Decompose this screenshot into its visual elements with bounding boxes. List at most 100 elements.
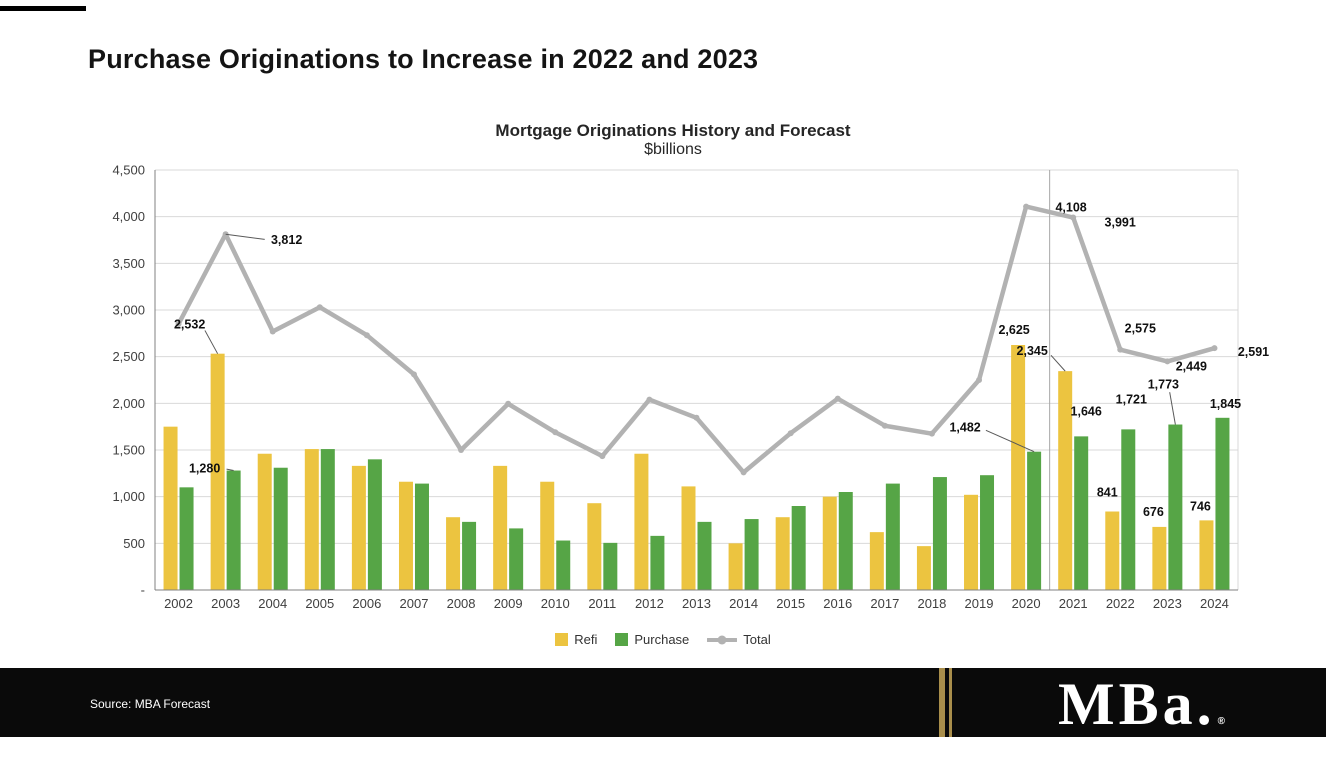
- bar-refi-2015: [775, 517, 790, 590]
- registered-mark-icon: ®: [1217, 716, 1226, 727]
- bar-purchase-2008: [462, 521, 477, 590]
- bar-refi-2018: [916, 546, 931, 590]
- bar-purchase-2014: [744, 519, 759, 590]
- total-line-marker: [1211, 345, 1218, 352]
- annotation-leader-line: [1050, 354, 1066, 372]
- source-text: Source: MBA Forecast: [90, 697, 211, 711]
- total-line-marker: [410, 371, 417, 378]
- y-tick-label: -: [141, 583, 145, 598]
- bar-refi-2020: [1011, 345, 1026, 590]
- bar-purchase-2020: [1027, 451, 1042, 590]
- total-line-marker: [928, 430, 935, 437]
- bar-purchase-2003: [226, 470, 241, 590]
- y-tick-label: 4,500: [112, 163, 145, 178]
- x-tick-label: 2004: [258, 596, 287, 611]
- bar-purchase-2007: [414, 483, 429, 590]
- bar-refi-2024: [1199, 520, 1214, 590]
- x-tick-label: 2010: [541, 596, 570, 611]
- x-tick-label: 2006: [352, 596, 381, 611]
- bar-refi-2012: [634, 453, 649, 590]
- x-tick-label: 2024: [1200, 596, 1229, 611]
- bar-refi-2003: [210, 353, 225, 590]
- total-line-marker: [1070, 214, 1077, 221]
- total-line-marker: [552, 429, 559, 436]
- total-line-marker: [316, 304, 323, 311]
- bar-refi-2022: [1105, 511, 1120, 590]
- bar-purchase-2019: [980, 475, 995, 590]
- bar-purchase-2018: [932, 477, 947, 590]
- gold-divider-stripe: [939, 668, 945, 737]
- bar-purchase-2021: [1074, 436, 1089, 590]
- bar-purchase-2011: [603, 542, 618, 590]
- bar-refi-2006: [351, 465, 366, 590]
- annotation-leader-line: [985, 429, 1035, 453]
- chart-legend: Refi Purchase Total: [0, 632, 1326, 647]
- x-tick-label: 2009: [494, 596, 523, 611]
- y-tick-label: 1,500: [112, 443, 145, 458]
- data-label-total-2024: 2,591: [1238, 345, 1269, 359]
- y-tick-label: 1,000: [112, 489, 145, 504]
- bar-refi-2007: [398, 481, 413, 590]
- data-label-total-2021: 3,991: [1105, 216, 1136, 230]
- x-tick-label: 2013: [682, 596, 711, 611]
- x-tick-label: 2015: [776, 596, 805, 611]
- bar-purchase-2009: [509, 528, 524, 590]
- x-tick-label: 2020: [1012, 596, 1041, 611]
- bar-refi-2009: [493, 465, 508, 590]
- annotation-leader-line: [1169, 392, 1176, 425]
- data-label-refi-2021: 2,345: [1017, 344, 1048, 358]
- data-label-refi-2024: 746: [1190, 499, 1211, 513]
- x-tick-label: 2019: [965, 596, 994, 611]
- data-label-refi-2003: 2,532: [174, 318, 205, 332]
- bar-refi-2017: [869, 532, 884, 590]
- chart-title: Mortgage Originations History and Foreca…: [495, 121, 851, 140]
- bar-refi-2002: [163, 426, 178, 590]
- bar-purchase-2004: [273, 467, 288, 590]
- bar-purchase-2024: [1215, 417, 1230, 590]
- bar-purchase-2010: [556, 540, 571, 590]
- bar-refi-2014: [728, 543, 743, 590]
- data-label-purchase-2024: 1,845: [1210, 397, 1241, 411]
- total-line-marker: [505, 400, 512, 407]
- data-label-purchase-2022: 1,721: [1116, 392, 1147, 406]
- x-tick-label: 2008: [447, 596, 476, 611]
- x-tick-label: 2002: [164, 596, 193, 611]
- total-line-marker: [363, 332, 370, 339]
- total-line-marker: [693, 414, 700, 421]
- bar-purchase-2005: [320, 449, 335, 590]
- bar-purchase-2013: [697, 521, 712, 590]
- data-label-purchase-2021: 1,646: [1071, 404, 1102, 418]
- x-tick-label: 2016: [823, 596, 852, 611]
- chart-canvas: - 500 1,000 1,500 2,000 2,500 3,000 3,500 4,000 4…: [112, 163, 1269, 612]
- x-tick-label: 2007: [400, 596, 429, 611]
- bar-purchase-2016: [838, 492, 853, 590]
- data-label-refi-2020: 2,625: [998, 323, 1029, 337]
- total-line-marker: [458, 447, 465, 453]
- bar-refi-2005: [304, 449, 319, 590]
- legend-label-purchase: Purchase: [634, 632, 690, 647]
- y-tick-label: 2,000: [112, 396, 145, 411]
- total-line-marker: [834, 395, 841, 402]
- total-line-marker: [1117, 346, 1124, 353]
- data-label-total-2020: 4,108: [1055, 201, 1086, 215]
- total-line-marker: [740, 469, 747, 476]
- bar-purchase-2006: [367, 459, 382, 590]
- bar-purchase-2015: [791, 506, 806, 590]
- data-label-refi-2022: 841: [1097, 486, 1118, 500]
- annotation-leader-line: [226, 468, 234, 472]
- total-line-marker: [599, 453, 606, 460]
- total-line-marker: [787, 430, 794, 437]
- total-line-marker: [881, 422, 888, 429]
- x-tick-label: 2005: [305, 596, 334, 611]
- bar-purchase-2012: [650, 535, 665, 590]
- x-tick-label: 2022: [1106, 596, 1135, 611]
- total-line-marker: [1023, 203, 1030, 210]
- y-tick-label: 4,000: [112, 209, 145, 224]
- bar-purchase-2002: [179, 487, 194, 590]
- data-label-total-2023: 2,449: [1176, 359, 1207, 373]
- annotation-leader-line: [225, 233, 265, 240]
- page-title: Purchase Originations to Increase in 202…: [88, 44, 759, 74]
- bar-refi-2004: [257, 453, 272, 590]
- x-tick-label: 2023: [1153, 596, 1182, 611]
